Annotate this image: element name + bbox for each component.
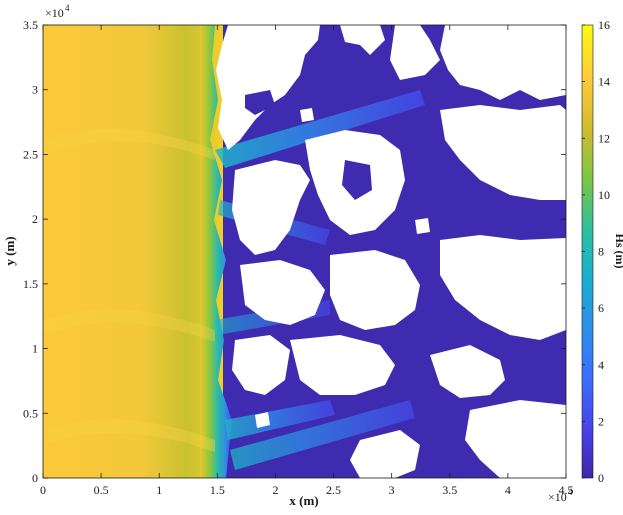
colorbar-tick-label: 0 [598,471,604,485]
y-tick-label: 0 [32,471,38,485]
y-tick-label: 1 [32,342,38,356]
x-tick-label: 0 [40,483,46,497]
land-bottom-right [520,430,566,478]
land-east-south [440,235,566,340]
land-center-south [240,260,325,325]
colorbar-tick-label: 10 [598,188,610,202]
colorbar-ticks: 0 2 4 6 8 10 12 14 16 [582,18,610,485]
svg-text:×10: ×10 [45,6,64,20]
colorbar-label: Hs (m) [613,234,623,269]
wave-height-field [43,25,566,478]
offshore-band [43,129,215,160]
x-tick-label: 4.5 [559,483,574,497]
breaking-zone [200,25,232,478]
land-islet [255,412,270,428]
x-tick-label: 1.5 [210,483,225,497]
x-axis-label: x (m) [289,493,318,508]
land-masses [216,25,566,478]
y-tick-label: 2.5 [23,147,38,161]
x-tick-label: 2 [272,483,278,497]
land-center-west [232,160,310,255]
land-north-island [245,90,275,115]
x-axis: 0 0.5 1 1.5 2 2.5 3 3.5 4 4.5 [40,25,574,497]
y-tick-label: 1.5 [23,277,38,291]
x-tick-label: 0.5 [94,483,109,497]
y-exponent-label: ×10 4 [45,3,70,20]
wave-ray-south-1 [225,400,335,440]
land-south-west [232,335,290,395]
colorbar-tick-label: 4 [598,358,604,372]
y-tick-label: 3 [32,83,38,97]
x-tick-label: 1 [156,483,162,497]
offshore-band [43,419,215,452]
wave-ray-north [215,90,425,168]
land-northeast-big [440,25,566,100]
y-tick-label: 3.5 [23,18,38,32]
land-east-south-2 [430,345,505,398]
wave-ray-south-2 [230,400,415,470]
x-exponent-label: ×10 4 [548,487,573,504]
x-tick-label: 4 [505,483,511,497]
offshore-high-hs-region [43,25,223,478]
x-tick-label: 3.5 [442,483,457,497]
colorbar-tick-label: 16 [598,18,610,32]
y-axis: 0 0.5 1 1.5 2 2.5 3 3.5 [23,18,566,485]
colorbar-tick-label: 12 [598,131,610,145]
land-mid-south [330,250,420,330]
land-islet [415,218,430,234]
colorbar-tick-label: 2 [598,414,604,428]
land-south-center [290,335,395,395]
land-islet [300,108,314,122]
colorbar-tick-label: 8 [598,245,604,259]
svg-text:×10: ×10 [548,490,567,504]
land-north-east-2 [390,25,440,80]
plot-frame [42,24,567,479]
land-south-strip [350,430,420,478]
svg-text:4: 4 [65,3,70,13]
land-north-block [216,25,320,150]
land-center-island [342,160,372,200]
colorbar-tick-label: 14 [598,75,610,89]
x-tick-label: 2.5 [326,483,341,497]
y-tick-label: 0.5 [23,406,38,420]
y-axis-label: y (m) [2,236,17,265]
y-tick-label: 2 [32,212,38,226]
land-north-east [340,25,385,55]
land-east-block [440,105,566,200]
svg-text:4: 4 [568,487,573,497]
x-tick-label: 3 [389,483,395,497]
colorbar-tick-label: 6 [598,301,604,315]
offshore-band [43,309,215,342]
